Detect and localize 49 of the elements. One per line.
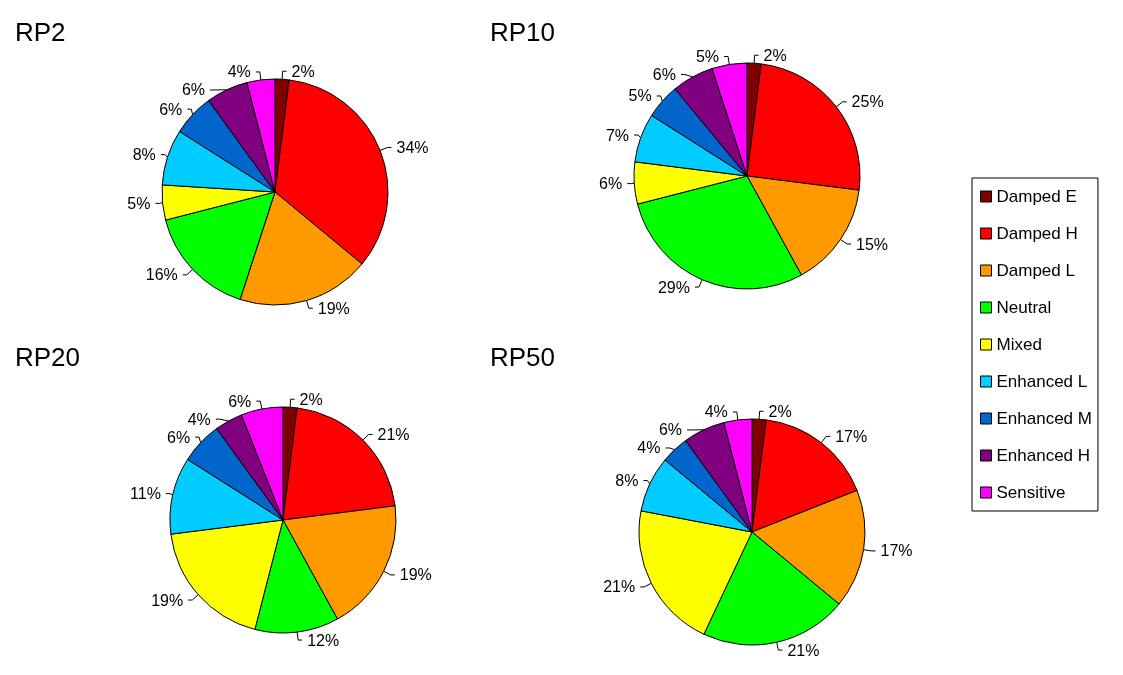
data-label: 19% [151,591,184,609]
data-label: 17% [835,427,868,445]
data-label: 5% [628,87,652,105]
legend-label: Mixed [996,335,1042,354]
data-label: 2% [768,402,792,420]
data-label: 6% [159,100,183,118]
legend-label: Damped H [996,224,1078,243]
data-label: 5% [695,47,720,65]
data-label: 29% [657,278,690,296]
data-label: 12% [307,631,340,649]
chart-title: RP50 [490,342,556,372]
legend-label: Enhanced L [996,372,1088,391]
data-label: 2% [299,390,323,408]
legend-label: Damped E [996,187,1077,206]
data-label: 16% [145,266,178,284]
data-label: 5% [127,194,151,212]
data-label: 6% [228,392,252,410]
data-label: 15% [856,235,889,253]
data-label: 2% [291,62,315,80]
data-label: 19% [399,566,432,584]
data-label: 6% [181,81,206,99]
data-label: 8% [615,471,639,489]
data-label: 4% [227,63,251,81]
legend-label: Sensitive [996,483,1066,502]
data-label: 6% [652,65,676,83]
legend-label: Enhanced M [996,409,1092,428]
data-label: 6% [166,428,191,446]
data-label: 7% [605,126,630,144]
data-label: 21% [377,425,410,443]
data-label: 6% [599,175,623,193]
data-label: 17% [880,542,913,560]
chart-title: RP20 [15,342,81,372]
data-label: 19% [317,299,350,317]
data-label: 11% [130,485,161,503]
data-label: 8% [132,146,156,164]
data-label: 4% [637,439,661,457]
legend-label: Enhanced H [996,446,1091,465]
data-label: 4% [704,403,728,421]
legend-label: Neutral [996,298,1052,317]
data-label: 6% [658,421,683,439]
chart-title: RP2 [15,17,66,47]
data-label: 21% [603,578,636,596]
data-label: 4% [187,410,211,428]
chart-title: RP10 [490,17,556,47]
data-label: 25% [851,93,884,111]
data-label: 34% [396,138,429,156]
data-label: 21% [787,641,820,659]
data-label: 2% [763,46,787,64]
legend-label: Damped L [996,261,1075,280]
